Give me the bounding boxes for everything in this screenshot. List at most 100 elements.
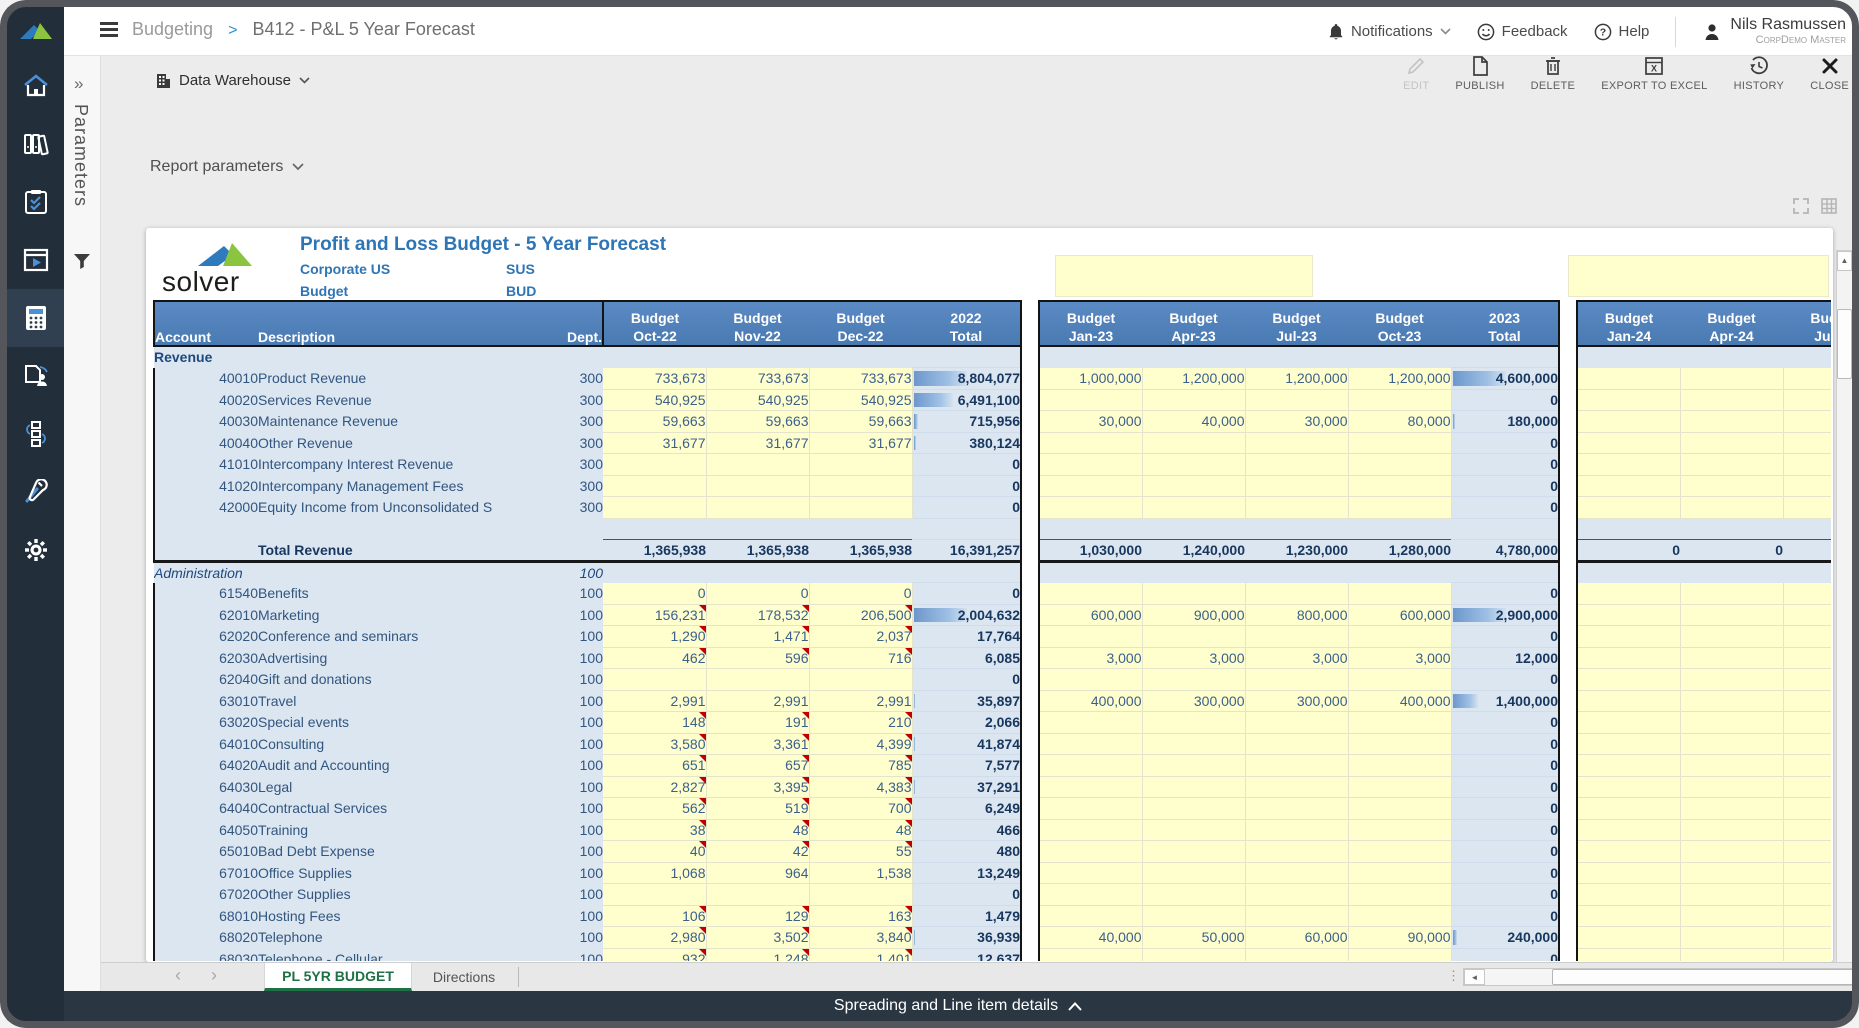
account-cell[interactable]: 63010 [154,690,258,712]
budget-cell[interactable] [1348,475,1451,497]
budget-cell[interactable] [1577,733,1680,755]
budget-cell[interactable]: 3,580 [603,733,706,755]
budget-cell[interactable] [1577,368,1680,390]
budget-cell[interactable] [1577,819,1680,841]
budget-cell[interactable]: 785 [809,755,912,777]
budget-cell[interactable] [1783,368,1831,390]
expand-parameters-icon[interactable]: » [74,74,83,94]
budget-cell[interactable]: 148 [603,712,706,734]
budget-cell[interactable]: 2,991 [706,690,809,712]
budget-cell[interactable] [1577,841,1680,863]
account-cell[interactable]: 42000 [154,497,258,519]
expand-icon[interactable] [1793,198,1809,214]
budget-cell[interactable] [1783,669,1831,691]
budget-cell[interactable]: 700 [809,798,912,820]
budget-cell[interactable] [1348,389,1451,411]
account-cell[interactable]: 65010 [154,841,258,863]
budget-cell[interactable] [1680,475,1783,497]
budget-cell[interactable] [706,497,809,519]
budget-cell[interactable]: 462 [603,647,706,669]
budget-cell[interactable] [1039,884,1142,906]
description-cell[interactable]: Audit and Accounting [258,755,508,777]
description-cell[interactable]: Maintenance Revenue [258,411,508,433]
scroll-up-button[interactable]: ▲ [1837,251,1852,271]
budget-cell[interactable] [1680,733,1783,755]
budget-cell[interactable] [1039,454,1142,476]
budget-cell[interactable]: 31,677 [603,432,706,454]
budget-cell[interactable]: 651 [603,755,706,777]
budget-cell[interactable] [1680,583,1783,605]
budget-cell[interactable]: 716 [809,647,912,669]
budget-cell[interactable] [1577,690,1680,712]
budget-cell[interactable] [1783,411,1831,433]
budget-cell[interactable] [809,884,912,906]
budget-cell[interactable] [1142,733,1245,755]
budget-cell[interactable] [1039,755,1142,777]
budget-cell[interactable] [1348,776,1451,798]
budget-cell[interactable] [1245,454,1348,476]
budget-cell[interactable]: 129 [706,905,809,927]
budget-cell[interactable]: 42 [706,841,809,863]
budget-cell[interactable]: 210 [809,712,912,734]
budget-cell[interactable]: 1,290 [603,626,706,648]
budget-cell[interactable] [1577,497,1680,519]
description-cell[interactable]: Benefits [258,583,508,605]
budget-cell[interactable]: 1,471 [706,626,809,648]
budget-cell[interactable] [1783,841,1831,863]
budget-cell[interactable] [1577,411,1680,433]
budget-cell[interactable] [1039,841,1142,863]
budget-cell[interactable] [706,454,809,476]
budget-cell[interactable]: 562 [603,798,706,820]
budget-cell[interactable] [1680,432,1783,454]
budget-cell[interactable]: 0 [706,583,809,605]
budget-cell[interactable]: 163 [809,905,912,927]
sidebar-item-settings[interactable] [7,521,64,579]
budget-cell[interactable] [1245,862,1348,884]
vertical-scrollbar[interactable]: ▲ ▼ [1836,250,1853,988]
budget-cell[interactable] [1783,927,1831,949]
budget-cell[interactable] [1577,884,1680,906]
budget-cell[interactable] [1680,819,1783,841]
budget-cell[interactable] [1039,626,1142,648]
account-cell[interactable]: 64040 [154,798,258,820]
budget-cell[interactable] [706,669,809,691]
budget-cell[interactable]: 4,399 [809,733,912,755]
budget-cell[interactable] [1680,948,1783,961]
description-cell[interactable]: Marketing [258,604,508,626]
scroll-left-button[interactable]: ◄ [1464,969,1485,985]
budget-cell[interactable] [1039,475,1142,497]
prev-sheet-icon[interactable]: ‹ [175,965,181,986]
budget-cell[interactable] [1577,583,1680,605]
budget-cell[interactable]: 300,000 [1245,690,1348,712]
budget-cell[interactable] [1783,389,1831,411]
account-cell[interactable]: 68010 [154,905,258,927]
budget-cell[interactable] [1577,647,1680,669]
description-cell[interactable]: Bad Debt Expense [258,841,508,863]
account-cell[interactable]: 41020 [154,475,258,497]
budget-cell[interactable] [1783,497,1831,519]
horizontal-scroll-thumb[interactable] [1552,969,1859,985]
budget-cell[interactable]: 900,000 [1142,604,1245,626]
horizontal-scrollbar[interactable]: ◄ ► [1463,968,1859,986]
sidebar-item-archives[interactable] [7,115,64,173]
delete-button[interactable]: DELETE [1531,56,1576,92]
breadcrumb-section[interactable]: Budgeting [132,19,213,39]
budget-cell[interactable] [1039,432,1142,454]
account-cell[interactable]: 64020 [154,755,258,777]
data-source-dropdown[interactable]: Data Warehouse [155,72,310,89]
account-cell[interactable]: 64030 [154,776,258,798]
description-cell[interactable]: Telephone - Cellular [258,948,508,961]
budget-cell[interactable]: 400,000 [1039,690,1142,712]
budget-cell[interactable]: 3,395 [706,776,809,798]
budget-cell[interactable] [1348,669,1451,691]
budget-cell[interactable] [1680,454,1783,476]
budget-cell[interactable] [1142,819,1245,841]
description-cell[interactable]: Services Revenue [258,389,508,411]
budget-cell[interactable] [1039,497,1142,519]
description-cell[interactable]: Gift and donations [258,669,508,691]
budget-cell[interactable] [603,454,706,476]
budget-cell[interactable]: 106 [603,905,706,927]
description-cell[interactable]: Conference and seminars [258,626,508,648]
budget-cell[interactable]: 48 [706,819,809,841]
budget-cell[interactable] [1245,819,1348,841]
